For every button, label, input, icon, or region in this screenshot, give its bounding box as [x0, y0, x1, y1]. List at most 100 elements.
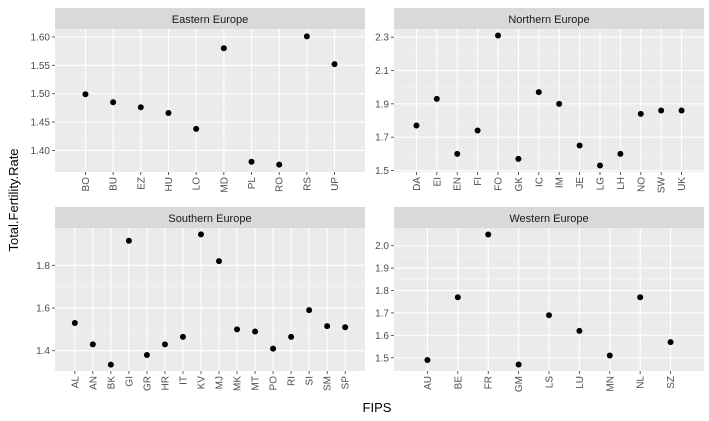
data-point [288, 333, 295, 340]
y-tick-label: 1.45 [31, 118, 51, 129]
data-point [535, 89, 542, 96]
data-point [637, 294, 644, 301]
data-point [576, 142, 583, 149]
facet-strip [394, 8, 704, 29]
data-point [515, 155, 522, 162]
facet-strip-label: Southern Europe [168, 213, 251, 225]
data-point [165, 109, 172, 116]
x-tick-label: FR [484, 376, 495, 389]
y-tick-label: 1.6 [36, 304, 50, 315]
x-tick-label: SZ [666, 376, 677, 389]
data-point [637, 110, 644, 117]
x-tick-label: NL [636, 376, 647, 389]
y-tick-label: 1.8 [36, 261, 50, 272]
data-point [454, 150, 461, 157]
y-tick-label: 1.5 [375, 166, 389, 177]
x-tick-label: AL [70, 376, 81, 389]
y-tick-label: 1.8 [375, 286, 389, 297]
x-tick-label: SI [305, 376, 316, 385]
data-point [678, 107, 685, 114]
data-point [82, 91, 89, 98]
data-point [110, 99, 117, 106]
data-point [667, 339, 674, 346]
data-point [324, 323, 331, 330]
x-tick-label: GK [514, 177, 525, 192]
x-tick-label: LH [616, 177, 627, 190]
data-point [556, 100, 563, 107]
x-tick-label: BO [81, 177, 92, 192]
data-point [331, 61, 338, 68]
x-tick-label: DA [412, 177, 423, 191]
y-tick-label: 1.40 [31, 146, 51, 157]
x-tick-label: MD [219, 177, 230, 193]
facet-strip [394, 207, 704, 228]
data-point [71, 319, 78, 326]
data-point [658, 107, 665, 114]
data-point [596, 162, 603, 169]
x-tick-label: UK [677, 177, 688, 191]
data-point [179, 333, 186, 340]
x-tick-label: AU [423, 376, 434, 390]
data-point [424, 357, 431, 364]
x-tick-label: PO [269, 376, 280, 391]
y-tick-label: 1.9 [375, 264, 389, 275]
x-tick-label: GI [124, 376, 135, 387]
x-tick-label: UP [330, 177, 341, 191]
x-tick-label: IM [555, 177, 566, 188]
x-tick-label: RS [302, 177, 313, 191]
x-tick-label: LU [575, 376, 586, 389]
facet-strip-label: Eastern Europe [172, 14, 248, 26]
y-tick-label: 1.7 [375, 308, 389, 319]
x-tick-label: GR [142, 376, 153, 391]
facet-strip [55, 8, 365, 29]
data-point [107, 361, 114, 368]
y-tick-label: 1.9 [375, 99, 389, 110]
y-tick-label: 1.6 [375, 331, 389, 342]
x-tick-label: RI [287, 376, 298, 386]
x-tick-label: LS [545, 376, 556, 389]
panel-background [55, 228, 365, 371]
x-tick-label: HU [164, 177, 175, 191]
x-tick-label: JE [575, 177, 586, 189]
facet-strip [55, 207, 365, 228]
x-tick-label: BK [106, 376, 117, 390]
data-point [576, 327, 583, 334]
x-tick-label: FI [473, 177, 484, 186]
data-point [137, 104, 144, 111]
x-tick-label: KV [196, 376, 207, 390]
y-axis-title: Total.Fertility.Rate [6, 148, 21, 251]
facet-panel: Northern Europe 1.5 1.7 1.9 2.1 2.3 DA EI EN FI FO… [375, 8, 704, 193]
y-tick-label: 1.60 [31, 32, 51, 43]
x-tick-label: MT [251, 376, 262, 390]
x-tick-label: EN [453, 177, 464, 191]
x-tick-label: PL [247, 177, 258, 190]
x-tick-label: IC [534, 177, 545, 187]
y-tick-label: 1.50 [31, 89, 51, 100]
x-tick-label: BE [453, 376, 464, 390]
x-tick-label: FO [494, 177, 505, 191]
data-point [197, 231, 204, 238]
x-tick-label: HR [160, 376, 171, 390]
x-tick-label: SW [657, 176, 668, 193]
facet-strip-label: Northern Europe [508, 14, 589, 26]
data-point [234, 326, 241, 333]
data-point [485, 231, 492, 238]
data-point [474, 127, 481, 134]
data-point [546, 312, 552, 319]
panel-background [394, 29, 704, 172]
facet-panel: Eastern Europe 1.40 1.45 1.50 1.55 1.60 BO BU EZ… [31, 8, 365, 193]
panel-background [55, 29, 365, 172]
y-tick-label: 2.1 [375, 66, 389, 77]
y-tick-label: 1.5 [375, 353, 389, 364]
x-tick-label: GM [514, 376, 525, 392]
y-tick-label: 2.3 [375, 33, 389, 44]
data-point [606, 352, 613, 359]
data-point [193, 125, 200, 132]
data-point [306, 307, 313, 314]
y-tick-label: 1.7 [375, 133, 389, 144]
facet-panel: Southern Europe 1.4 1.6 1.8 AL AN BK GI GR HR IT KV… [36, 207, 365, 391]
data-point [248, 158, 255, 165]
y-tick-label: 2.0 [375, 241, 389, 252]
x-tick-label: AN [88, 376, 99, 390]
